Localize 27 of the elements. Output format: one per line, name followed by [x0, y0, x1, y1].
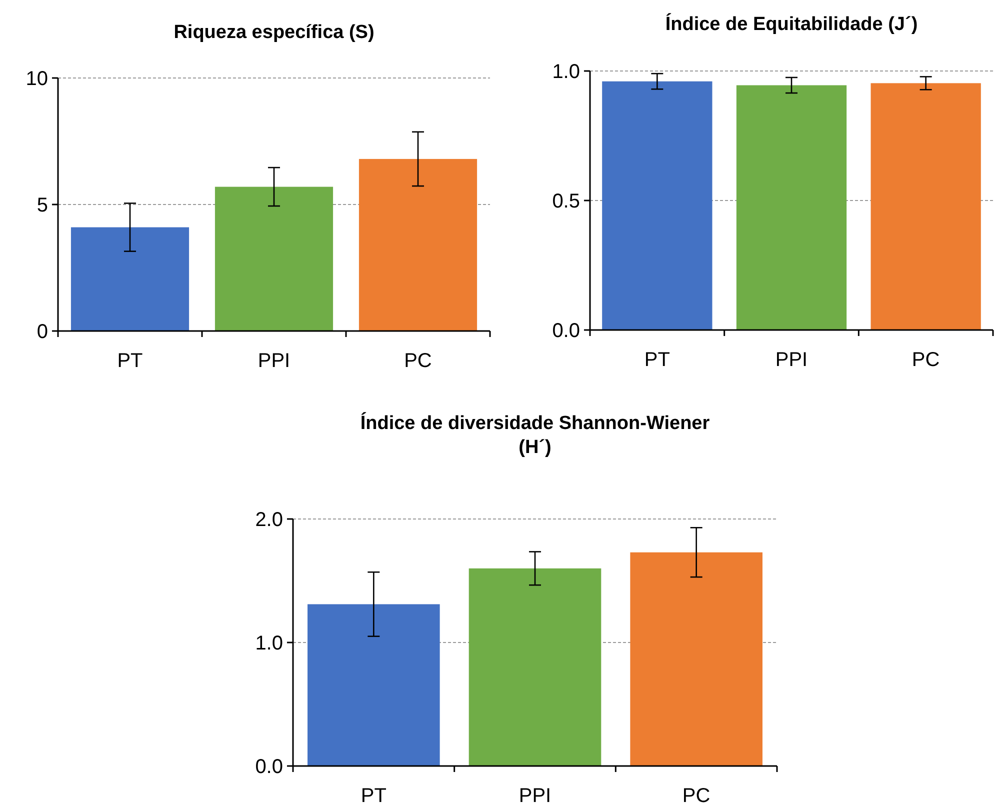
bar [358, 158, 478, 331]
x-tick-label: PC [404, 350, 432, 372]
x-tick-label: PPI [258, 350, 290, 372]
chart-title: Índice de Equitabilidade (J´) [665, 13, 918, 35]
y-tick-label: 0 [36, 321, 48, 343]
bar [214, 186, 334, 331]
y-tick-label: 5 [36, 194, 48, 216]
x-tick-label: PC [682, 785, 710, 803]
bar [70, 227, 190, 331]
bar [308, 604, 440, 766]
y-tick-label: 0.0 [255, 756, 283, 778]
bar [630, 552, 762, 766]
y-tick-label: 10 [26, 68, 48, 90]
bar [468, 568, 602, 766]
y-tick-label: 1.0 [255, 632, 283, 654]
x-tick-label: PPI [518, 785, 552, 803]
x-tick-label: PPI [775, 349, 808, 371]
x-tick-label: PT [644, 349, 670, 371]
chart-title: Riqueza específica (S) [174, 22, 374, 43]
chart-title: Índice de diversidade Shannon-Wiener (H´) [360, 412, 710, 458]
y-tick-label: 0.0 [552, 320, 580, 342]
y-tick-label: 1.0 [552, 61, 580, 83]
y-tick-label: 0.5 [552, 190, 580, 212]
y-tick-label: 2.0 [255, 509, 283, 531]
x-tick-label: PT [117, 350, 143, 372]
x-tick-label: PC [912, 349, 940, 371]
x-tick-label: PT [360, 785, 386, 803]
